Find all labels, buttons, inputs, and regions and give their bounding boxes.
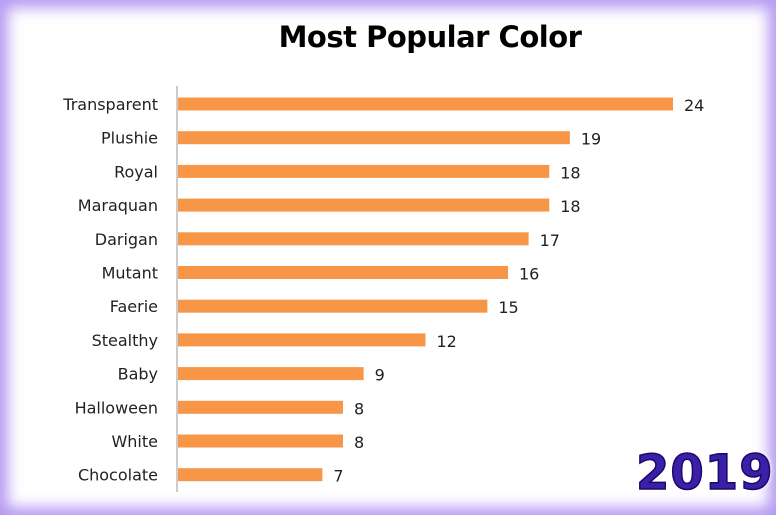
chart-title: Most Popular Color [278, 20, 582, 54]
category-label-halloween: Halloween [75, 398, 158, 417]
bar-royal [178, 164, 550, 178]
category-label-maraquan: Maraquan [78, 196, 158, 215]
bar-halloween [178, 400, 343, 414]
category-label-transparent: Transparent [62, 95, 158, 114]
category-label-plushie: Plushie [101, 129, 158, 148]
bar-stealthy [178, 333, 426, 347]
value-label-white: 8 [354, 433, 364, 452]
value-label-mutant: 16 [519, 265, 539, 284]
category-labels: Transparent Plushie Royal Maraquan Darigan Mu… [62, 95, 158, 485]
category-label-chocolate: Chocolate [78, 466, 158, 485]
bars-group [178, 97, 673, 482]
bar-transparent [178, 97, 673, 111]
value-label-faerie: 15 [498, 298, 518, 317]
bar-white [178, 434, 343, 448]
bar-chocolate [178, 468, 323, 482]
value-label-chocolate: 7 [333, 467, 343, 486]
value-label-plushie: 19 [581, 130, 601, 149]
year-stamp: 2019 [635, 444, 774, 502]
category-label-mutant: Mutant [102, 264, 158, 283]
category-label-royal: Royal [114, 162, 158, 181]
bar-mutant [178, 266, 508, 279]
value-label-stealthy: 12 [437, 332, 457, 351]
bar-maraquan [178, 198, 550, 212]
category-label-white: White [111, 432, 158, 451]
value-label-maraquan: 18 [560, 197, 580, 216]
value-label-darigan: 17 [540, 231, 560, 250]
category-label-baby: Baby [118, 365, 158, 384]
value-label-halloween: 8 [354, 399, 364, 418]
category-label-stealthy: Stealthy [92, 331, 158, 350]
bar-darigan [178, 232, 529, 246]
bar-baby [178, 367, 364, 381]
value-label-royal: 18 [560, 163, 580, 182]
value-label-baby: 9 [375, 366, 385, 385]
bar-plushie [178, 131, 570, 145]
value-label-transparent: 24 [684, 96, 704, 115]
category-label-darigan: Darigan [95, 230, 158, 249]
bar-faerie [178, 299, 488, 313]
category-label-faerie: Faerie [110, 297, 158, 316]
